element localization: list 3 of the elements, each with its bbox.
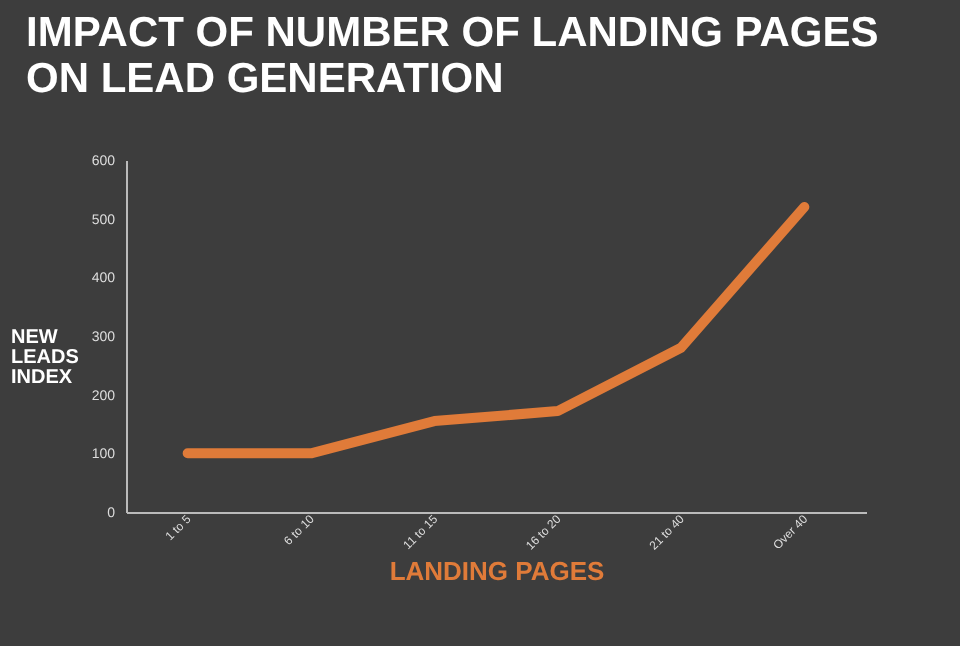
x-axis-title: LANDING PAGES: [389, 555, 606, 586]
chart-title: IMPACT OF NUMBER OF LANDING PAGES ON LEAD GENERATION: [26, 10, 879, 102]
y-axis-title: NEW LEADS INDEX: [11, 327, 80, 389]
